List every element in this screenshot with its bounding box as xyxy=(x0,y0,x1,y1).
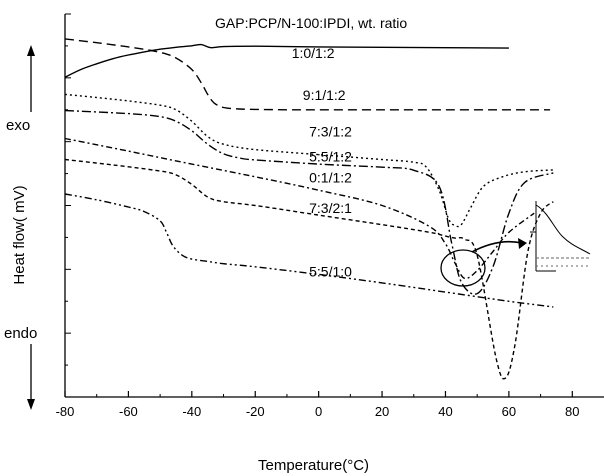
series-label-6: 5:5/1:0 xyxy=(309,263,352,279)
series-label-1: 9:1/1:2 xyxy=(303,87,346,103)
x-tick-label-3: -20 xyxy=(246,404,265,419)
endo-arrow xyxy=(27,344,35,410)
x-tick-label-1: -60 xyxy=(119,404,138,419)
series-label-4: 0:1/1:2 xyxy=(309,170,352,186)
x-tick-label-7: 60 xyxy=(502,404,516,419)
x-tick-label-4: 0 xyxy=(315,404,322,419)
x-axis-title: Temperature(°C) xyxy=(258,457,369,474)
series-line-4 xyxy=(64,137,535,280)
exo-arrow xyxy=(27,45,35,112)
x-ticks xyxy=(64,391,573,397)
series-label-3: 5:5/1:2 xyxy=(309,148,352,164)
inset-box xyxy=(530,201,591,272)
series-label-2: 7:3/1:2 xyxy=(309,124,352,140)
exo-label: exo xyxy=(6,117,30,134)
x-tick-labels: -80 -60 -40 -20 0 20 40 60 80 xyxy=(56,404,580,419)
curve-labels: 1:0/1:2 9:1/1:2 7:3/1:2 5:5/1:2 0:1/1:2 7:3/2… xyxy=(292,45,352,279)
x-tick-label-6: 40 xyxy=(438,404,452,419)
series-line-2 xyxy=(64,93,554,228)
x-tick-label-2: -40 xyxy=(182,404,201,419)
series-label-5: 7:3/2:1 xyxy=(309,200,352,216)
series-line-6 xyxy=(64,193,554,308)
x-tick-label-8: 80 xyxy=(565,404,579,419)
series-label-0: 1:0/1:2 xyxy=(292,45,335,61)
y-ticks xyxy=(65,13,71,398)
series-group xyxy=(64,38,554,380)
endo-label: endo xyxy=(4,325,37,342)
zoom-annotation xyxy=(440,201,591,287)
zoom-circle xyxy=(440,249,486,287)
series-line-0 xyxy=(64,43,509,78)
zoom-arrow-head xyxy=(518,238,527,249)
zoom-arrow xyxy=(471,240,523,253)
x-tick-label-5: 20 xyxy=(375,404,389,419)
chart-title: GAP:PCP/N-100:IPDI, wt. ratio xyxy=(215,15,407,31)
y-axis-title: Heat flow( mV) xyxy=(11,185,28,284)
x-tick-label-0: -80 xyxy=(56,404,75,419)
series-line-3 xyxy=(64,109,554,295)
series-line-5 xyxy=(64,158,554,380)
